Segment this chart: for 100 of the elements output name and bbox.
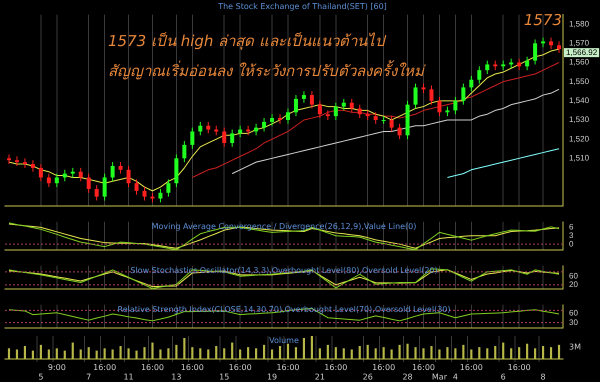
bar — [534, 348, 536, 359]
candlestick — [557, 40, 562, 54]
bar — [294, 347, 298, 359]
candlestick — [469, 75, 474, 92]
x-tick-label: 19 — [266, 372, 278, 382]
bar — [239, 349, 242, 359]
candlestick — [62, 169, 67, 182]
y-tick-label: 60 — [569, 308, 578, 318]
bar — [104, 348, 106, 359]
y-tick-label: 60 — [569, 271, 578, 280]
candlestick — [214, 125, 218, 136]
annotation: 1573 เป็น high ล่าสุด และเป็นแนวต้านไป — [108, 32, 387, 50]
bar — [215, 346, 218, 359]
candlestick — [382, 116, 386, 124]
bar — [32, 350, 34, 359]
bar — [88, 347, 90, 359]
bar — [16, 349, 18, 359]
chart-title: The Stock Exchange of Thailand(SET) [60] — [217, 2, 387, 11]
bar — [374, 348, 377, 359]
candlestick — [166, 178, 170, 198]
candlestick — [453, 96, 458, 115]
x-tick-label: 5 — [38, 372, 44, 382]
x-tick-label: 16:00 — [93, 362, 116, 372]
candlestick — [350, 98, 354, 113]
candlestick — [501, 60, 506, 71]
y-tick-label: 6 — [569, 222, 574, 232]
bar — [8, 348, 10, 359]
candlestick — [150, 192, 154, 203]
candlestick — [334, 102, 338, 120]
y-tick-label: 0 — [569, 239, 574, 248]
candlestick — [437, 96, 442, 117]
x-tick-label: 16:00 — [140, 362, 164, 372]
text: 1,566.92 — [566, 48, 598, 57]
bar — [542, 346, 544, 359]
x-tick-label: 26 — [362, 372, 373, 382]
bar — [96, 350, 98, 359]
candlestick — [342, 98, 346, 111]
candlestick — [278, 114, 282, 124]
bar — [135, 350, 138, 359]
bar — [72, 342, 74, 359]
bar — [286, 344, 290, 359]
bar — [199, 348, 202, 359]
x-tick-label: 16:00 — [508, 362, 531, 372]
y-tick-label: 1,580 — [569, 19, 590, 28]
bar — [326, 344, 329, 359]
candlestick — [366, 110, 370, 120]
bar — [270, 349, 274, 359]
candlestick — [509, 58, 514, 69]
candlestick — [302, 90, 306, 104]
candlestick — [70, 167, 75, 178]
candlestick — [126, 165, 131, 188]
bar — [40, 344, 42, 359]
x-tick-label: 7 — [86, 372, 92, 382]
candlestick — [206, 121, 210, 134]
bar — [64, 350, 66, 359]
x-tick-label: 11 — [123, 372, 134, 382]
bar — [526, 344, 528, 359]
candlestick — [358, 104, 362, 119]
y-tick-label: 1,560 — [569, 58, 590, 67]
bar — [302, 338, 306, 359]
candlestick — [118, 162, 123, 174]
bar — [48, 349, 50, 359]
candlestick — [517, 58, 522, 71]
bar — [112, 349, 114, 359]
candlestick — [46, 173, 51, 188]
bar — [24, 346, 26, 359]
bar — [310, 336, 313, 359]
bar — [350, 349, 353, 359]
candlestick — [14, 156, 19, 166]
candlestick — [477, 66, 482, 84]
candlestick — [525, 56, 530, 71]
candlestick — [134, 178, 139, 196]
bar — [318, 348, 321, 359]
candlestick — [390, 116, 394, 132]
candlestick — [54, 173, 59, 188]
candlestick — [102, 173, 107, 201]
candlestick — [142, 186, 146, 201]
candlestick — [414, 83, 418, 109]
candlestick — [398, 123, 402, 140]
x-tick-label: 28 — [402, 372, 413, 382]
candlestick — [78, 167, 83, 182]
candlestick — [310, 90, 314, 109]
candlestick — [110, 162, 115, 182]
bar — [438, 349, 441, 359]
candlestick — [182, 140, 186, 163]
x-tick-label: 4 — [452, 372, 458, 382]
y-tick-label: 1,530 — [569, 115, 590, 124]
candlestick — [294, 94, 298, 117]
bar — [502, 342, 504, 359]
annotation: Volume — [269, 336, 299, 346]
bar — [80, 349, 82, 359]
bar — [366, 344, 369, 359]
bar — [494, 346, 496, 359]
bar — [550, 347, 552, 359]
bar — [446, 347, 448, 359]
y-tick-label: 1,510 — [569, 154, 590, 163]
candlestick — [222, 127, 226, 148]
y-tick-label: 1,550 — [569, 76, 590, 86]
x-tick-label: 9:00 — [48, 362, 66, 372]
candlestick — [541, 37, 546, 48]
